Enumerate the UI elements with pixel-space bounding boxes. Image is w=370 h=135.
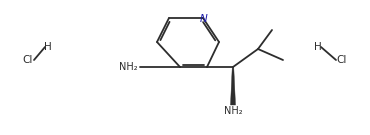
Text: N: N (200, 14, 208, 24)
Text: H: H (44, 42, 52, 52)
Text: Cl: Cl (337, 55, 347, 65)
Polygon shape (231, 67, 235, 105)
Text: NH₂: NH₂ (224, 106, 242, 116)
Text: H: H (314, 42, 322, 52)
Text: NH₂: NH₂ (120, 62, 138, 72)
Text: Cl: Cl (23, 55, 33, 65)
